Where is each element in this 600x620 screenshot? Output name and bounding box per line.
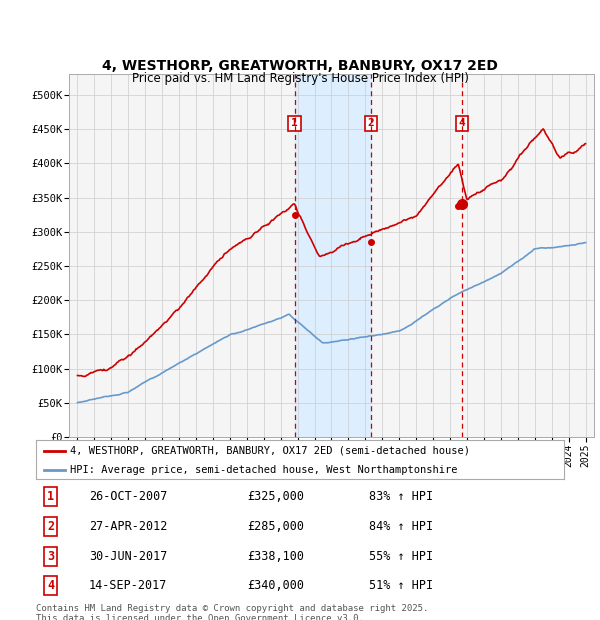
Bar <box>295 74 371 437</box>
Text: 1: 1 <box>47 490 55 503</box>
Text: Price paid vs. HM Land Registry's House Price Index (HPI): Price paid vs. HM Land Registry's House … <box>131 72 469 84</box>
Text: £340,000: £340,000 <box>247 580 304 592</box>
Text: 55% ↑ HPI: 55% ↑ HPI <box>368 550 433 562</box>
Text: 26-OCT-2007: 26-OCT-2007 <box>89 490 167 503</box>
Text: 27-APR-2012: 27-APR-2012 <box>89 520 167 533</box>
Text: 14-SEP-2017: 14-SEP-2017 <box>89 580 167 592</box>
Text: 4, WESTHORP, GREATWORTH, BANBURY, OX17 2ED: 4, WESTHORP, GREATWORTH, BANBURY, OX17 2… <box>102 60 498 73</box>
Text: 4: 4 <box>458 118 466 128</box>
Text: £338,100: £338,100 <box>247 550 304 562</box>
Text: £325,000: £325,000 <box>247 490 304 503</box>
Text: £285,000: £285,000 <box>247 520 304 533</box>
Text: 1: 1 <box>291 118 298 128</box>
Text: HPI: Average price, semi-detached house, West Northamptonshire: HPI: Average price, semi-detached house,… <box>70 465 458 475</box>
Text: 30-JUN-2017: 30-JUN-2017 <box>89 550 167 562</box>
Text: 4, WESTHORP, GREATWORTH, BANBURY, OX17 2ED (semi-detached house): 4, WESTHORP, GREATWORTH, BANBURY, OX17 2… <box>70 446 470 456</box>
Text: 4: 4 <box>47 580 55 592</box>
Text: 2: 2 <box>368 118 374 128</box>
Text: 83% ↑ HPI: 83% ↑ HPI <box>368 490 433 503</box>
Text: 51% ↑ HPI: 51% ↑ HPI <box>368 580 433 592</box>
Text: 3: 3 <box>47 550 55 562</box>
Text: Contains HM Land Registry data © Crown copyright and database right 2025.
This d: Contains HM Land Registry data © Crown c… <box>36 604 428 620</box>
Text: 2: 2 <box>47 520 55 533</box>
Text: 84% ↑ HPI: 84% ↑ HPI <box>368 520 433 533</box>
